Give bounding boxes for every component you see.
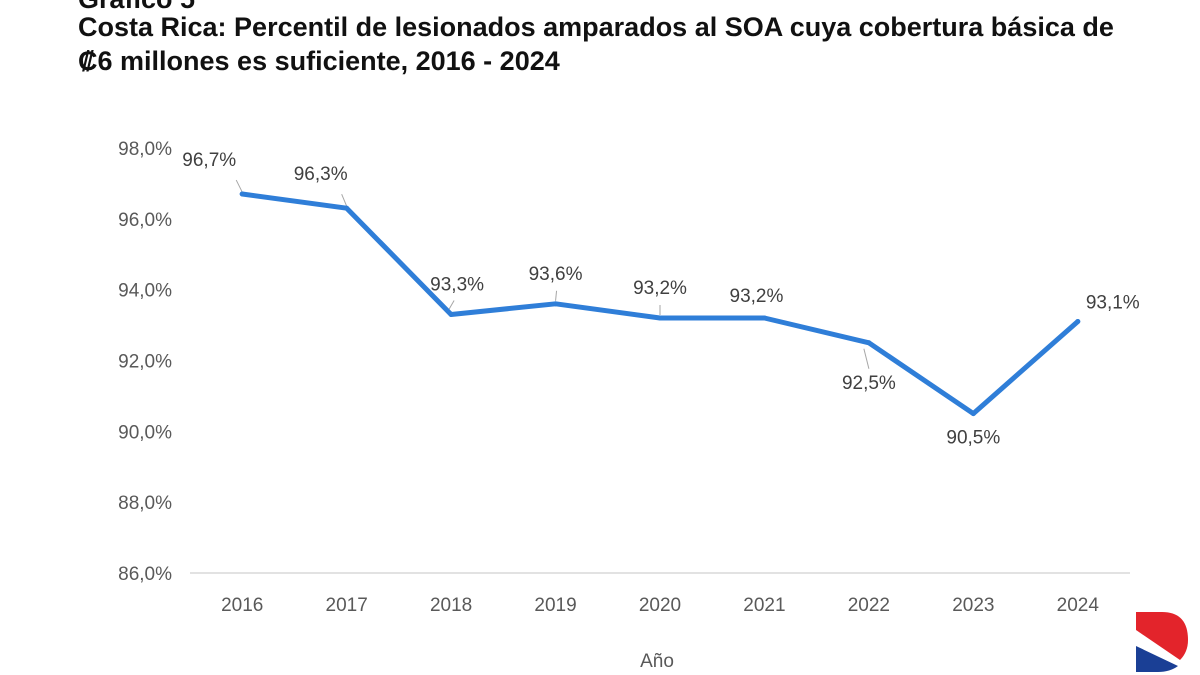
data-label: 93,3% — [430, 274, 484, 295]
y-axis-ticks: 98,0% 96,0% 94,0% 92,0% 90,0% 88,0% 86,0% — [118, 139, 172, 585]
x-tick-label: 2023 — [952, 595, 994, 616]
chart-title: Costa Rica: Percentil de lesionados ampa… — [78, 12, 1114, 76]
x-tick-label: 2022 — [848, 595, 890, 616]
data-label: 93,2% — [633, 278, 687, 299]
x-tick-label: 2019 — [534, 595, 576, 616]
y-tick-label: 90,0% — [118, 422, 172, 443]
series-line — [239, 191, 1081, 417]
data-label: 93,2% — [730, 286, 784, 307]
data-label: 93,6% — [529, 264, 583, 285]
publisher-logo-icon — [1136, 612, 1188, 672]
data-point — [657, 315, 663, 321]
data-point — [1075, 319, 1081, 325]
data-point — [970, 411, 976, 417]
leader-line — [863, 348, 870, 369]
x-axis-ticks: 2016 2017 2018 2019 2020 2021 2022 2023 2024 — [221, 595, 1099, 616]
data-label-leaders — [235, 179, 870, 369]
data-label: 96,3% — [294, 164, 348, 185]
data-label: 90,5% — [946, 428, 1000, 449]
x-tick-label: 2021 — [743, 595, 785, 616]
data-point — [761, 315, 767, 321]
y-tick-label: 96,0% — [118, 210, 172, 231]
x-tick-label: 2016 — [221, 595, 263, 616]
x-tick-label: 2024 — [1057, 595, 1100, 616]
data-point — [866, 340, 872, 346]
leader-line — [235, 179, 243, 193]
chart-number-label: Gráfico 5 — [78, 0, 195, 13]
x-tick-label: 2017 — [326, 595, 368, 616]
leader-line — [555, 290, 558, 301]
data-point — [344, 205, 350, 211]
x-tick-label: 2018 — [430, 595, 472, 616]
data-point — [239, 191, 245, 197]
y-tick-label: 88,0% — [118, 493, 172, 514]
y-tick-label: 92,0% — [118, 352, 172, 373]
leader-line — [341, 194, 348, 207]
data-label: 93,1% — [1086, 293, 1140, 314]
data-points — [239, 191, 1081, 417]
x-axis-title: Año — [640, 651, 674, 672]
data-point — [553, 301, 559, 307]
data-label: 96,7% — [182, 150, 236, 171]
data-labels: 96,7% 96,3% 93,3% 93,6% 93,2% 93,2% 92,5% 90,5%… — [182, 150, 1140, 449]
y-tick-label: 98,0% — [118, 139, 172, 160]
data-point — [448, 311, 454, 317]
y-tick-label: 86,0% — [118, 564, 172, 585]
y-tick-label: 94,0% — [118, 281, 172, 302]
data-label: 92,5% — [842, 373, 896, 394]
x-tick-label: 2020 — [639, 595, 681, 616]
